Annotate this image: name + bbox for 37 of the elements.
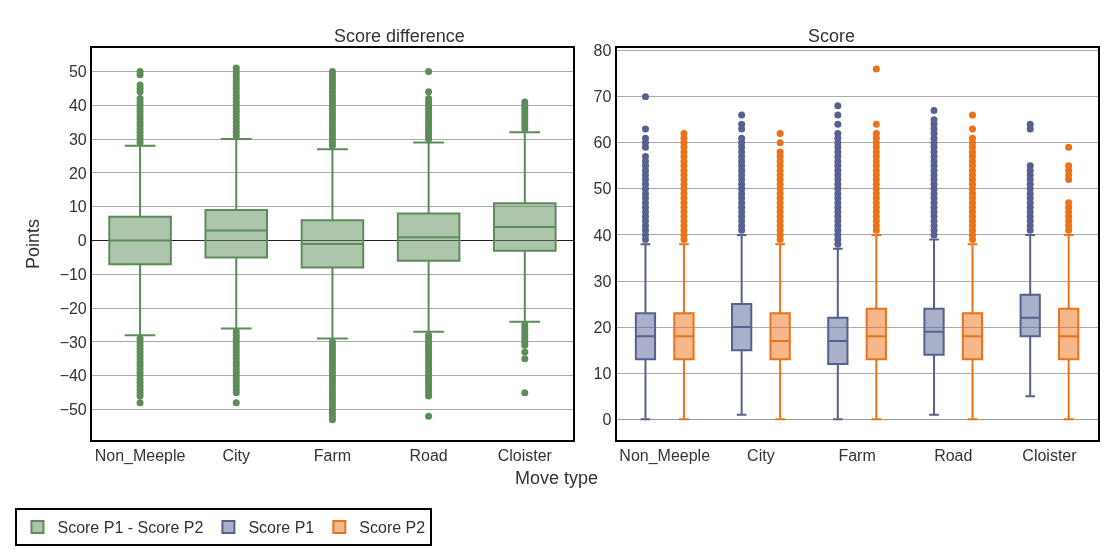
- y-axis-title: Points: [23, 218, 44, 269]
- x-tick-label: City: [222, 447, 251, 465]
- y-tick-label: 30: [68, 130, 87, 148]
- y-tick-label: 30: [593, 272, 612, 290]
- y-tick-label: −30: [59, 333, 87, 351]
- y-tick-label: 50: [68, 63, 87, 81]
- legend-label: Score P2: [359, 519, 426, 537]
- y-tick-label: 20: [593, 318, 612, 336]
- y-tick-label: 70: [593, 88, 612, 106]
- y-tick-label: 40: [593, 226, 612, 244]
- y-tick-label: 0: [602, 410, 612, 428]
- x-tick-label: Farm: [838, 447, 876, 465]
- x-tick-label: Cloister: [497, 447, 553, 465]
- x-tick-label: Non_Meeple: [619, 447, 711, 466]
- y-tick-label: −50: [59, 401, 87, 419]
- y-tick-label: 10: [593, 364, 612, 382]
- x-tick-label: Road: [934, 447, 973, 465]
- x-tick-label: Farm: [313, 447, 352, 465]
- y-tick-label: 20: [68, 164, 87, 182]
- y-tick-label: 10: [68, 198, 87, 216]
- x-tick-label: Cloister: [1022, 447, 1078, 465]
- y-tick-label: −10: [59, 265, 87, 283]
- y-tick-label: 40: [68, 96, 87, 114]
- x-axis-title: Move type: [515, 468, 599, 488]
- legend-label: Score P1: [248, 519, 315, 537]
- y-tick-label: −20: [59, 299, 87, 317]
- y-tick-label: −40: [59, 367, 87, 385]
- chart-title: Score: [808, 26, 856, 46]
- y-tick-label: 80: [593, 42, 612, 60]
- chart-title: Score difference: [334, 26, 465, 46]
- y-tick-label: 60: [593, 134, 612, 152]
- x-tick-label: Road: [409, 447, 448, 465]
- y-tick-label: 50: [593, 180, 612, 198]
- x-tick-label: City: [747, 447, 775, 465]
- y-tick-label: 0: [77, 232, 87, 250]
- legend-label: Score P1 - Score P2: [57, 519, 204, 537]
- x-tick-label: Non_Meeple: [94, 447, 186, 466]
